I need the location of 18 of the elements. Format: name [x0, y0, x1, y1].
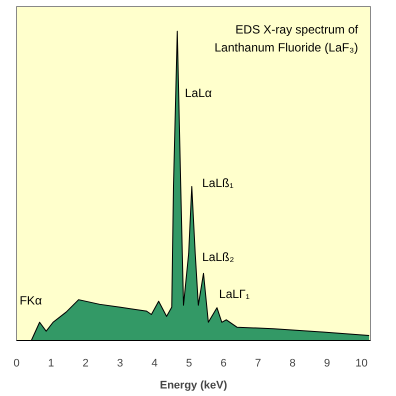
annotation: LaLΓ₁ — [219, 287, 250, 302]
x-tick-label: 7 — [254, 358, 262, 370]
x-tick-label: 9 — [324, 358, 330, 370]
x-tick-label: 5 — [186, 358, 192, 370]
annotation: FKα — [20, 293, 42, 308]
x-tick-label: 3 — [116, 358, 124, 370]
x-tick-label: 0 — [13, 358, 20, 370]
x-axis-title: Energy (keV) — [160, 380, 228, 392]
x-tick-label: 1 — [48, 358, 54, 370]
x-tick-label: 4 — [151, 358, 158, 370]
annotation: LaLß₁ — [202, 176, 234, 190]
x-tick-label: 10 — [355, 358, 368, 370]
annotation: LaLß₂ — [202, 250, 234, 264]
x-tick-label: 6 — [220, 358, 227, 370]
annotation: LaLα — [184, 86, 212, 100]
chart-title: EDS X-ray spectrum of Lanthanum Fluoride (LaF₃) — [214, 22, 359, 55]
x-tick-label: 8 — [289, 358, 296, 370]
x-tick-label: 2 — [82, 358, 89, 370]
